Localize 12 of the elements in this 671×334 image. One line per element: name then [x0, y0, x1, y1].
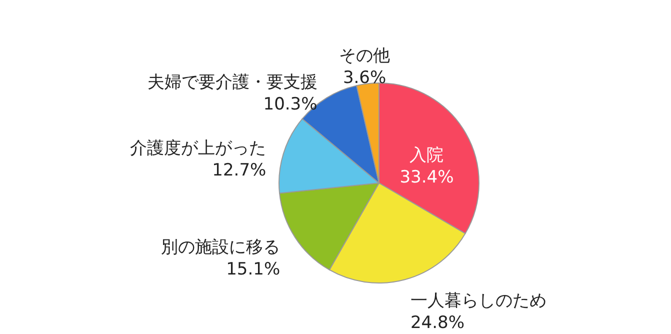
slice-label: 介護度が上がった: [130, 138, 266, 158]
slice-label: 入院: [410, 146, 444, 166]
slice-label: その他: [339, 46, 390, 66]
data-label: 33.4%: [400, 168, 454, 188]
data-label: 15.1%: [226, 259, 280, 280]
data-label: 12.7%: [212, 160, 266, 180]
slice-label: 夫婦で要介護・要支援: [147, 72, 318, 92]
data-label: 10.3%: [263, 94, 318, 114]
slice-label: 別の施設に移る: [161, 237, 280, 258]
data-label: 24.8%: [410, 312, 464, 333]
data-label: 3.6%: [342, 68, 386, 88]
slice-label: 一人暮らしのため: [410, 290, 546, 311]
